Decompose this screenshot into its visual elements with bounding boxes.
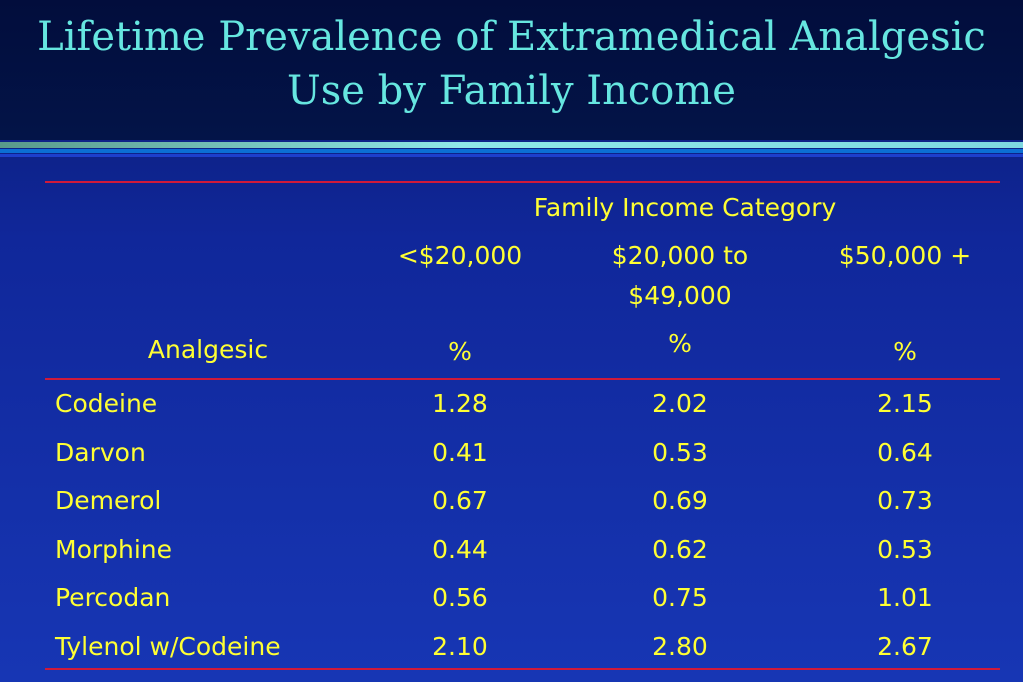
table-bottom-rule (45, 668, 1000, 670)
table-body: Codeine 1.28 2.02 2.15 Darvon 0.41 0.53 … (0, 384, 1023, 676)
cell-value: 2.10 (432, 631, 488, 661)
title-band: Lifetime Prevalence of Extramedical Anal… (0, 0, 1023, 140)
unit-label: % (448, 337, 472, 366)
column-header-20000-to-49000: $20,000 to $49,000 (611, 241, 749, 310)
cell-value: 2.67 (877, 631, 933, 661)
row-name: Morphine (55, 534, 173, 564)
row-name: Percodan (55, 583, 171, 613)
table-row: Darvon 0.41 0.53 0.64 (0, 433, 1023, 482)
unit-label: % (668, 329, 692, 358)
cell-value: 0.69 (652, 486, 708, 516)
row-header-label: Analgesic (147, 335, 269, 364)
cell-value: 0.73 (877, 486, 933, 516)
cell-value: 0.64 (877, 437, 933, 467)
table-row: Percodan 0.56 0.75 1.01 (0, 578, 1023, 627)
cell-value: 0.62 (652, 534, 708, 564)
table-row: Morphine 0.44 0.62 0.53 (0, 530, 1023, 579)
cell-value: 1.01 (877, 583, 933, 613)
cell-value: 2.80 (652, 631, 708, 661)
title-divider-teal (0, 142, 1023, 148)
cell-value: 2.02 (652, 389, 708, 418)
cell-value: 0.56 (432, 583, 488, 613)
cell-value: 0.53 (877, 534, 933, 564)
unit-label: % (893, 337, 917, 366)
cell-value: 2.15 (877, 389, 933, 418)
cell-value: 0.53 (652, 437, 708, 467)
table-row: Tylenol w/Codeine 2.10 2.80 2.67 (0, 627, 1023, 676)
row-name: Tylenol w/Codeine (55, 631, 281, 661)
cell-value: 0.75 (652, 583, 708, 613)
row-name: Darvon (55, 437, 146, 467)
table-row: Codeine 1.28 2.02 2.15 (0, 384, 1023, 433)
slide-title: Lifetime Prevalence of Extramedical Anal… (37, 14, 986, 114)
title-divider-blue (0, 149, 1023, 153)
cell-value: 0.67 (432, 486, 488, 516)
cell-value: 1.28 (432, 389, 488, 418)
row-name: Demerol (55, 486, 162, 516)
group-header: Family Income Category (533, 193, 837, 222)
cell-value: 0.41 (432, 437, 488, 467)
table-row: Demerol 0.67 0.69 0.73 (0, 481, 1023, 530)
table-header-rule (45, 378, 1000, 380)
row-name: Codeine (55, 389, 158, 418)
title-divider-navy (0, 154, 1023, 157)
table-top-rule (45, 181, 1000, 183)
cell-value: 0.44 (432, 534, 488, 564)
column-header-50000-plus: $50,000 + (838, 241, 972, 270)
column-header-under-20000: <$20,000 (397, 241, 523, 270)
